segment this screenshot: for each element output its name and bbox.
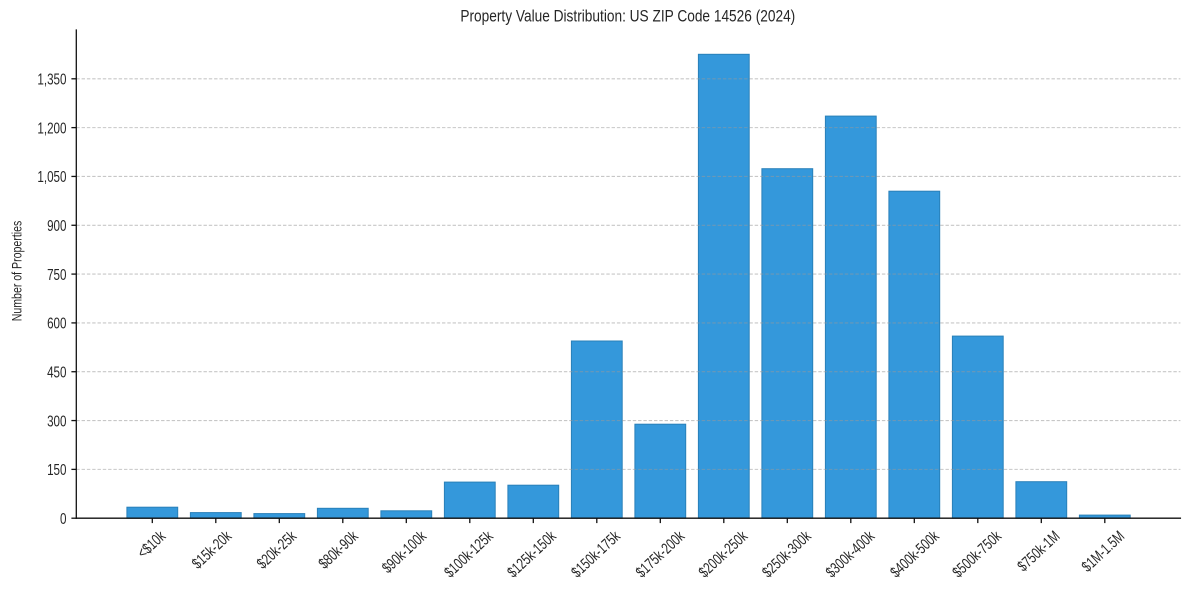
svg-text:0: 0 bbox=[60, 511, 67, 528]
svg-text:Number of Properties: Number of Properties bbox=[10, 221, 25, 322]
svg-text:300: 300 bbox=[47, 413, 67, 430]
svg-text:1,200: 1,200 bbox=[37, 120, 66, 137]
svg-text:450: 450 bbox=[47, 364, 67, 381]
svg-text:1,050: 1,050 bbox=[37, 169, 66, 186]
svg-text:1,350: 1,350 bbox=[37, 72, 66, 89]
svg-text:900: 900 bbox=[47, 218, 67, 235]
svg-text:600: 600 bbox=[47, 316, 67, 333]
svg-text:150: 150 bbox=[47, 462, 67, 479]
svg-text:Property Value Distribution: U: Property Value Distribution: US ZIP Code… bbox=[460, 7, 795, 26]
svg-text:750: 750 bbox=[47, 267, 67, 284]
